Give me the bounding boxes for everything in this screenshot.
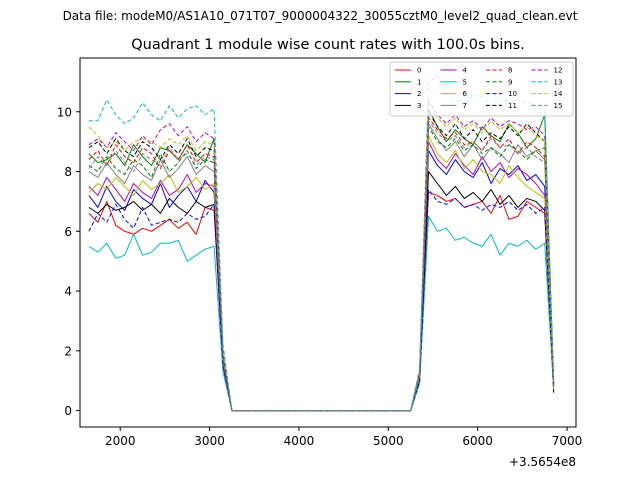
legend-label-2: 2: [417, 90, 421, 98]
legend-label-1: 1: [417, 78, 421, 86]
y-tick-label: 6: [64, 225, 72, 239]
legend-frame: [389, 61, 574, 117]
axes-frame: [79, 57, 577, 428]
x-tick-label: 2000: [105, 434, 136, 448]
plot-area: [88, 75, 555, 412]
legend-label-6: 6: [463, 90, 468, 98]
legend-label-3: 3: [417, 102, 421, 110]
y-tick-label: 4: [64, 285, 72, 299]
legend-label-5: 5: [463, 78, 467, 86]
y-tick-label: 2: [64, 344, 72, 358]
legend-label-14: 14: [554, 90, 563, 98]
legend-label-10: 10: [508, 90, 517, 98]
legend-label-9: 9: [508, 78, 512, 86]
legend-label-15: 15: [554, 102, 563, 110]
y-tick-label: 10: [57, 105, 72, 119]
legend-label-12: 12: [554, 67, 563, 75]
y-tick-label: 0: [64, 404, 72, 418]
series-line-15: [88, 120, 555, 412]
x-axis: 2000 3000 4000 5000 6000 7000: [105, 427, 582, 448]
legend-label-11: 11: [508, 102, 517, 110]
y-axis: 0 2 4 6 8 10: [57, 105, 80, 418]
legend-label-7: 7: [463, 102, 467, 110]
x-tick-label: 5000: [373, 434, 404, 448]
legend-label-0: 0: [417, 67, 421, 75]
y-tick-label: 8: [64, 165, 72, 179]
series-line-10: [88, 188, 555, 412]
series-line-11: [88, 111, 555, 412]
legend-label-8: 8: [508, 67, 512, 75]
x-tick-label: 3000: [194, 434, 225, 448]
figure-suptitle: Data file: modeM0/AS1A10_071T07_90000043…: [63, 9, 578, 23]
series-line-9: [88, 126, 555, 412]
x-tick-label: 4000: [284, 434, 315, 448]
x-tick-label: 7000: [552, 434, 583, 448]
series-line-14: [88, 102, 555, 412]
x-offset-label: +3.5654e8: [509, 455, 576, 469]
legend-label-4: 4: [463, 67, 468, 75]
legend-label-13: 13: [554, 78, 563, 86]
x-tick-label: 6000: [462, 434, 493, 448]
chart-title: Quadrant 1 module wise count rates with …: [131, 37, 525, 53]
